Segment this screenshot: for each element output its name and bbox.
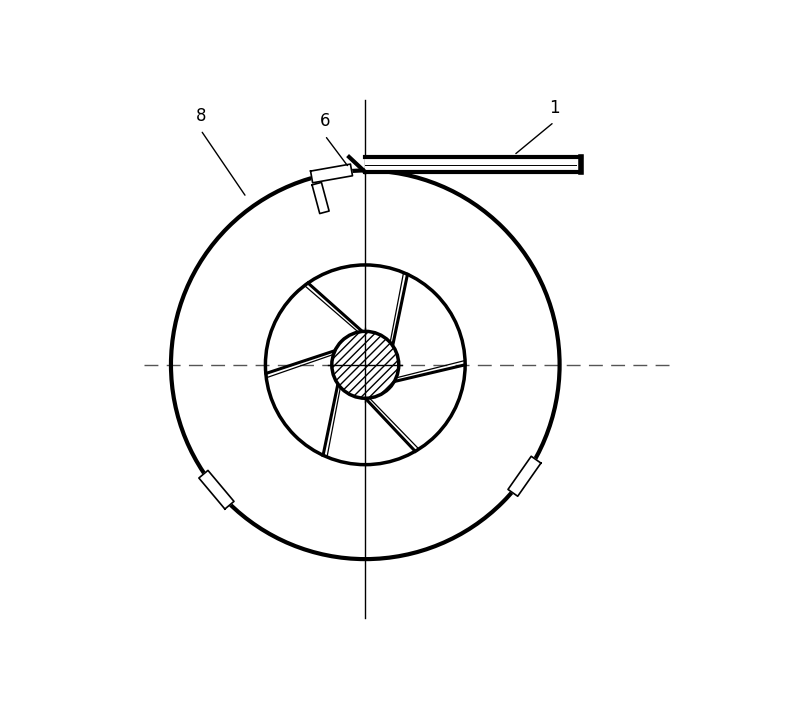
Polygon shape — [311, 164, 352, 183]
Text: 8: 8 — [195, 107, 206, 125]
Polygon shape — [312, 182, 329, 214]
Polygon shape — [508, 456, 541, 496]
Text: 1: 1 — [549, 99, 559, 116]
Polygon shape — [365, 157, 581, 172]
Polygon shape — [199, 470, 234, 509]
Circle shape — [332, 332, 398, 398]
Text: 6: 6 — [320, 112, 330, 130]
